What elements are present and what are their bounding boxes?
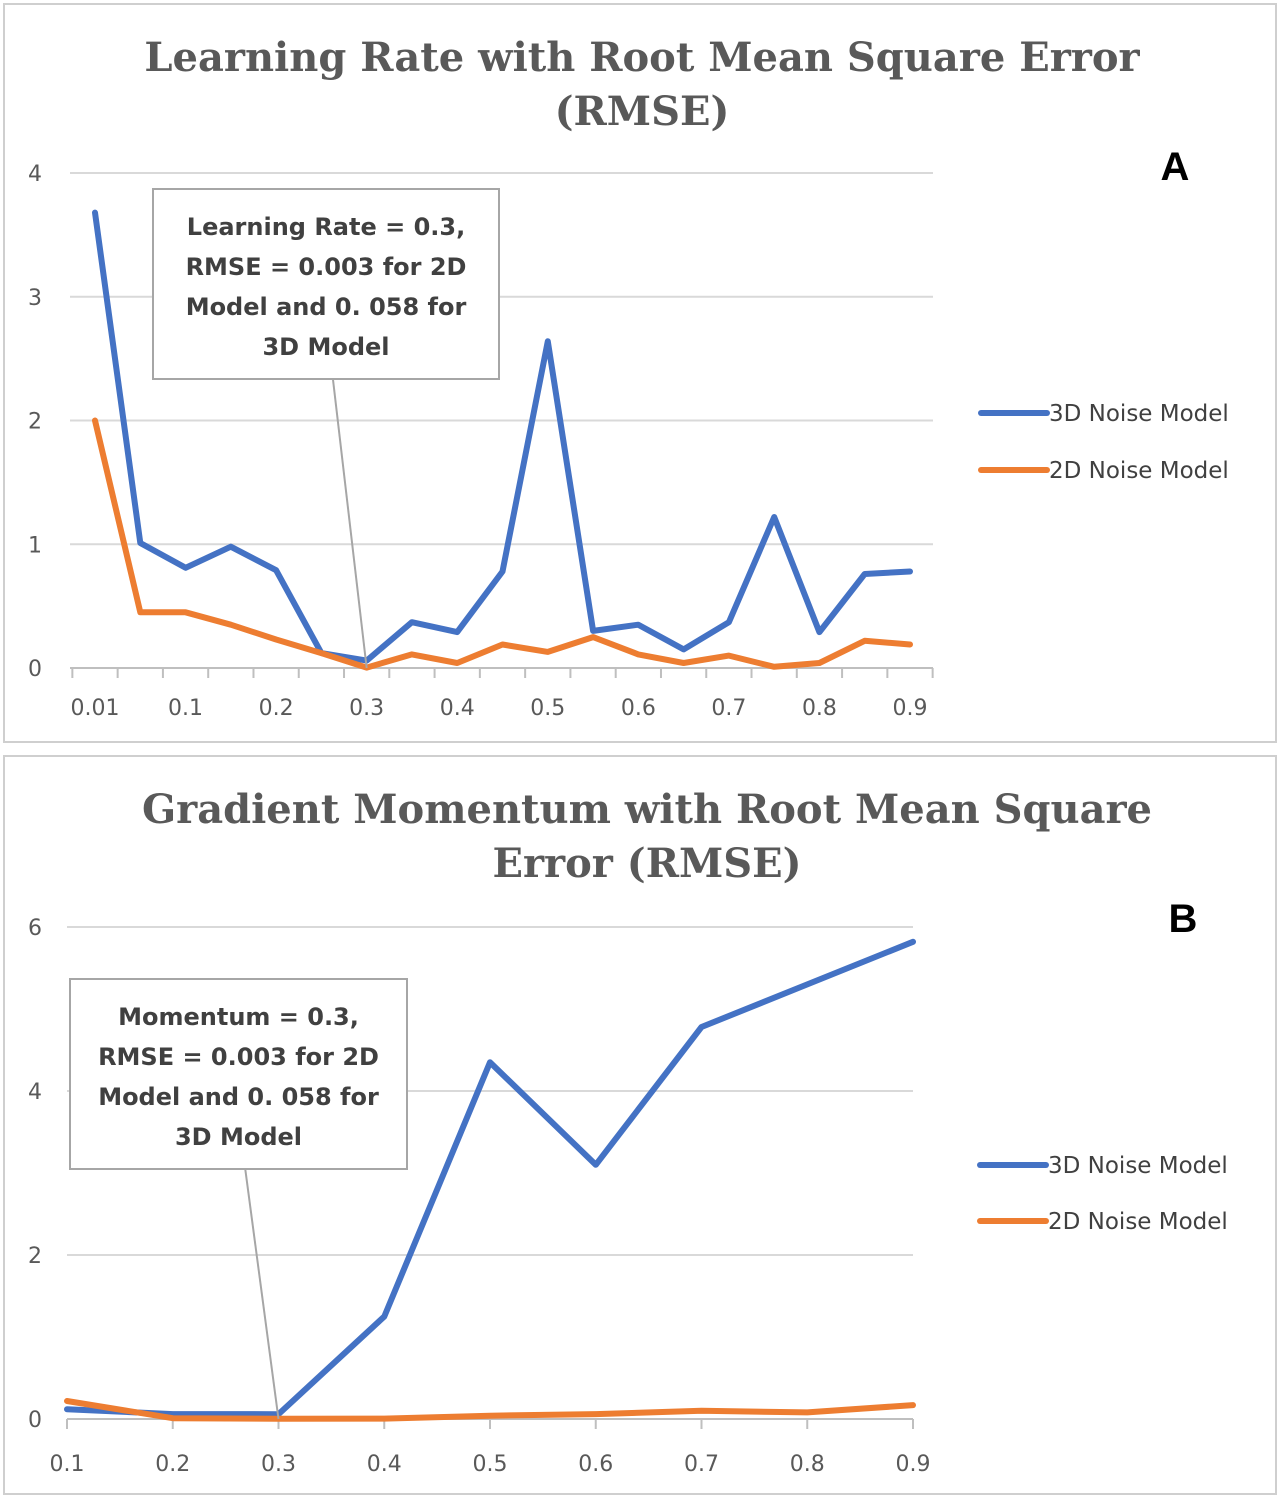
chart-panel-a: Learning Rate with Root Mean Square Erro… xyxy=(3,3,1277,743)
chart-b-svg: Gradient Momentum with Root Mean Square E… xyxy=(28,786,1228,1477)
chart-a-x-tick-label: 0.6 xyxy=(621,696,656,721)
chart-b-annotation-text: Momentum = 0.3, xyxy=(118,1003,359,1031)
chart-b-annotation-text: Model and 0. 058 for xyxy=(98,1083,379,1111)
chart-b-annotation-leader xyxy=(244,1168,280,1420)
chart-a-annotation-text: Learning Rate = 0.3, xyxy=(187,213,465,241)
chart-a-x-tick-label: 0.2 xyxy=(259,696,294,721)
panel-label-b: B xyxy=(1169,897,1198,941)
chart-b-y-tick-label: 0 xyxy=(28,1408,42,1433)
chart-a-annotation-text: RMSE = 0.003 for 2D xyxy=(186,253,467,281)
chart-b-series-2d-noise-model xyxy=(64,1398,916,1422)
chart-a-y-tick-label: 2 xyxy=(28,410,42,435)
panel-label-a: A xyxy=(1161,145,1190,189)
chart-b-annotation-box xyxy=(69,978,408,1170)
chart-b-series-3d-noise-model xyxy=(64,938,916,1418)
chart-a-annotation-text: 3D Model xyxy=(262,333,389,361)
chart-b-annotation-text: 3D Model xyxy=(175,1123,302,1151)
chart-a-annotation-text: Model and 0. 058 for xyxy=(186,293,467,321)
chart-a-annotation-box xyxy=(152,188,500,380)
chart-b-x-tick-label: 0.1 xyxy=(50,1452,85,1477)
chart-panel-b: Gradient Momentum with Root Mean Square E… xyxy=(3,755,1277,1495)
chart-b-x-tick-label: 0.2 xyxy=(155,1452,190,1477)
chart-b-x-tick-label: 0.5 xyxy=(473,1452,508,1477)
chart-a-x-tick-label: 0.1 xyxy=(168,696,203,721)
chart-a-y-tick-label: 0 xyxy=(28,657,42,682)
chart-a-series-3d-noise-model xyxy=(92,209,913,664)
chart-a-legend-label-3d-noise-model: 3D Noise Model xyxy=(1049,401,1229,427)
chart-b-x-tick-label: 0.8 xyxy=(790,1452,825,1477)
chart-a-x-tick-label: 0.3 xyxy=(349,696,384,721)
chart-a-series-2d-noise-model xyxy=(92,417,913,671)
chart-b-x-tick-label: 0.9 xyxy=(896,1452,931,1477)
chart-b-x-tick-label: 0.4 xyxy=(367,1452,402,1477)
chart-b-y-tick-label: 4 xyxy=(28,1080,42,1105)
chart-a-svg: Learning Rate with Root Mean Square Erro… xyxy=(28,34,1229,721)
chart-b-y-tick-label: 6 xyxy=(28,916,42,941)
chart-a-x-tick-label: 0.7 xyxy=(711,696,746,721)
chart-a-x-tick-label: 0.5 xyxy=(530,696,565,721)
chart-b-title-line: Gradient Momentum with Root Mean Square xyxy=(142,786,1152,833)
chart-a-x-tick-label: 0.01 xyxy=(71,696,120,721)
chart-a-y-tick-label: 4 xyxy=(28,162,42,187)
chart-a-x-tick-label: 0.8 xyxy=(802,696,837,721)
chart-b-y-tick-label: 2 xyxy=(28,1244,42,1269)
chart-b-legend-label-2d-noise-model: 2D Noise Model xyxy=(1048,1209,1228,1235)
chart-a-x-tick-label: 0.9 xyxy=(893,696,928,721)
chart-b-x-tick-label: 0.7 xyxy=(684,1452,719,1477)
chart-a-y-tick-label: 1 xyxy=(28,533,42,558)
chart-a-x-tick-label: 0.4 xyxy=(440,696,475,721)
chart-b-x-tick-label: 0.3 xyxy=(261,1452,296,1477)
chart-b-x-tick-label: 0.6 xyxy=(578,1452,613,1477)
chart-b-legend-label-3d-noise-model: 3D Noise Model xyxy=(1048,1153,1228,1179)
chart-a-title-line: Learning Rate with Root Mean Square Erro… xyxy=(144,34,1140,81)
chart-a-y-tick-label: 3 xyxy=(28,286,42,311)
chart-a-legend-label-2d-noise-model: 2D Noise Model xyxy=(1049,458,1229,484)
chart-a-title-line: (RMSE) xyxy=(555,88,730,135)
chart-b-annotation-text: RMSE = 0.003 for 2D xyxy=(98,1043,379,1071)
chart-b-title-line: Error (RMSE) xyxy=(492,840,801,887)
chart-a-annotation-leader xyxy=(331,378,368,669)
